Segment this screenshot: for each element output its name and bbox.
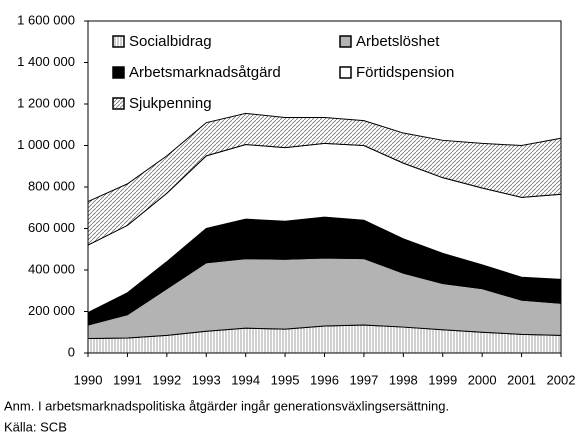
legend-label: Förtidspension — [356, 64, 454, 81]
y-tick-label: 0 — [68, 344, 75, 359]
legend-swatch — [112, 35, 125, 48]
x-tick-label: 1990 — [74, 372, 103, 387]
legend-label: Arbetsmarknadsåtgärd — [129, 64, 281, 81]
x-tick-label: 1996 — [310, 372, 339, 387]
x-tick-label: 2002 — [547, 372, 576, 387]
legend-label: Sjukpenning — [129, 95, 212, 112]
legend-label: Socialbidrag — [129, 33, 212, 50]
x-tick-label: 2001 — [507, 372, 536, 387]
x-tick-label: 1997 — [349, 372, 378, 387]
legend-swatch — [112, 66, 125, 79]
y-tick-label: 200 000 — [28, 303, 75, 318]
y-tick-label: 1 600 000 — [17, 12, 75, 27]
x-tick-label: 2000 — [468, 372, 497, 387]
legend-swatch — [112, 97, 125, 110]
y-tick-label: 600 000 — [28, 220, 75, 235]
note: Anm. I arbetsmarknadspolitiska åtgärder … — [4, 398, 449, 413]
y-tick-label: 1 200 000 — [17, 95, 75, 110]
x-tick-label: 1999 — [428, 372, 457, 387]
x-tick-label: 1995 — [271, 372, 300, 387]
legend-label: Arbetslöshet — [356, 33, 440, 50]
x-tick-label: 1994 — [231, 372, 260, 387]
x-tick-label: 1992 — [152, 372, 181, 387]
x-tick-label: 1993 — [192, 372, 221, 387]
x-tick-label: 1998 — [389, 372, 418, 387]
legend-swatch — [339, 66, 352, 79]
y-tick-label: 800 000 — [28, 178, 75, 193]
source: Källa: SCB — [4, 419, 67, 434]
x-tick-label: 1991 — [113, 372, 142, 387]
y-tick-label: 1 000 000 — [17, 137, 75, 152]
y-tick-label: 1 400 000 — [17, 54, 75, 69]
legend-swatch — [339, 35, 352, 48]
y-tick-label: 400 000 — [28, 261, 75, 276]
